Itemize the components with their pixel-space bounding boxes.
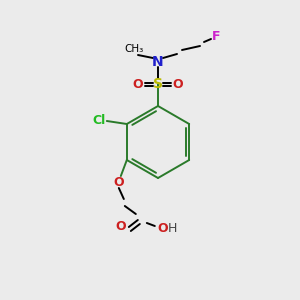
Text: O: O — [173, 77, 183, 91]
Text: N: N — [152, 55, 164, 69]
Text: Cl: Cl — [92, 113, 105, 127]
Text: O: O — [113, 176, 124, 188]
Text: F: F — [212, 29, 220, 43]
Text: CH₃: CH₃ — [124, 44, 144, 54]
Text: O: O — [116, 220, 126, 233]
Text: O: O — [133, 77, 143, 91]
Text: H: H — [168, 221, 178, 235]
Text: O: O — [158, 221, 168, 235]
Text: S: S — [153, 77, 163, 91]
